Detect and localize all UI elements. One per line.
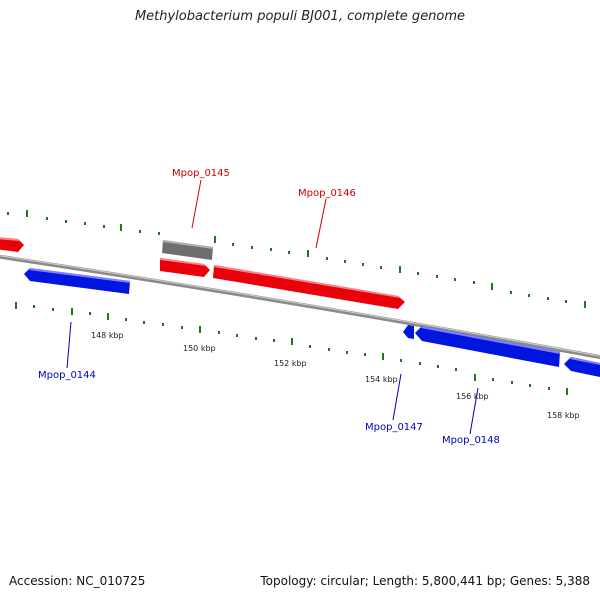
gene-arrow-mpop-0148[interactable]: [415, 326, 560, 367]
gene-arrow-mpop-0146[interactable]: [213, 265, 405, 309]
inner-tick-row: [15, 302, 568, 395]
gene-arrow-offscreen-right[interactable]: [564, 357, 600, 378]
leader-mpop-0147: [392, 373, 402, 421]
tick-label-156: 156 kbp: [456, 392, 489, 401]
genome-stats-text: Topology: circular; Length: 5,800,441 bp…: [260, 574, 590, 588]
leader-mpop-0146: [315, 198, 327, 249]
gene-label-mpop-0145[interactable]: Mpop_0145: [172, 168, 230, 179]
accession-text: Accession: NC_010725: [9, 574, 146, 588]
genome-backbone: [0, 254, 600, 360]
gene-arrow-mpop-0144[interactable]: [24, 268, 130, 294]
tick-label-148: 148 kbp: [91, 331, 124, 340]
tick-label-152: 152 kbp: [274, 359, 307, 368]
gene-arrow-mpop-0147[interactable]: [403, 325, 414, 339]
leader-mpop-0148: [469, 387, 479, 435]
gene-arrow-offscreen-left[interactable]: [0, 237, 24, 252]
tick-label-154: 154 kbp: [365, 375, 398, 384]
tick-label-150: 150 kbp: [183, 344, 216, 353]
gene-label-mpop-0146[interactable]: Mpop_0146: [298, 188, 356, 199]
leader-mpop-0144: [66, 321, 72, 369]
gene-feature-grey[interactable]: [162, 240, 213, 260]
gene-label-mpop-0144[interactable]: Mpop_0144: [38, 370, 96, 381]
outer-tick-row: [7, 210, 586, 308]
gene-label-mpop-0148[interactable]: Mpop_0148: [442, 435, 500, 446]
genome-title: Methylobacterium populi BJ001, complete …: [134, 9, 466, 24]
genome-backbone-highlight: [0, 255, 600, 357]
gene-arrow-mpop-0145[interactable]: [160, 258, 210, 277]
leader-mpop-0145: [191, 179, 202, 229]
tick-label-158: 158 kbp: [547, 411, 580, 420]
gene-label-mpop-0147[interactable]: Mpop_0147: [365, 422, 423, 433]
